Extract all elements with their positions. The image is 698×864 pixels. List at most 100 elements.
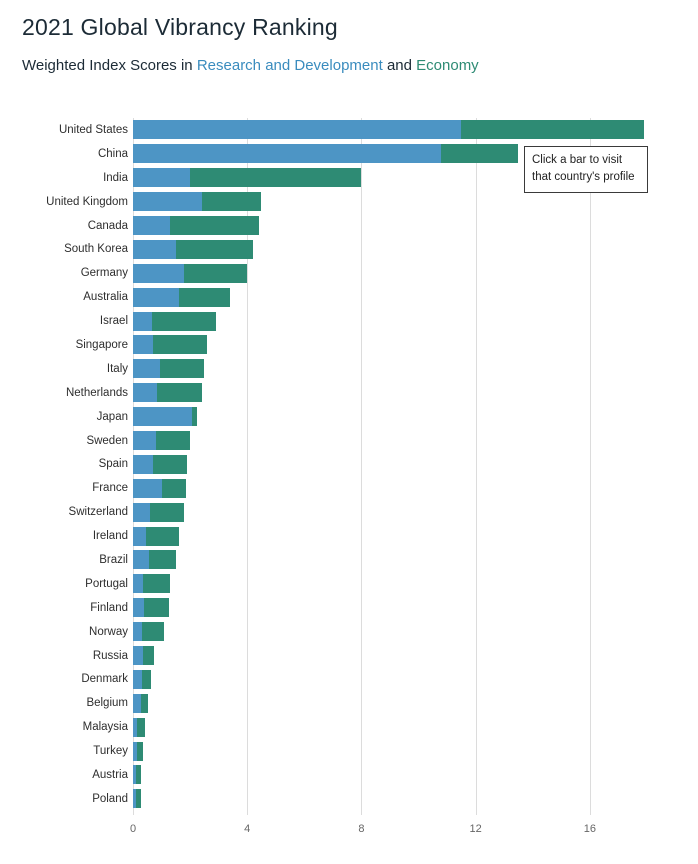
subtitle-link-research-development[interactable]: Research and Development <box>196 57 383 74</box>
bar-segment-research-development[interactable] <box>133 120 462 140</box>
bar-segment-economy[interactable] <box>190 168 362 188</box>
bar-segment-research-development[interactable] <box>133 693 141 713</box>
bar-segment-research-development[interactable] <box>133 526 146 546</box>
bar-segment-research-development[interactable] <box>133 168 191 188</box>
bar-segment-economy[interactable] <box>142 646 155 666</box>
country-bar[interactable] <box>133 526 647 546</box>
bar-segment-economy[interactable] <box>135 765 141 785</box>
country-bar[interactable] <box>133 359 647 379</box>
bar-segment-research-development[interactable] <box>133 263 185 283</box>
country-bar[interactable] <box>133 192 647 212</box>
country-bar[interactable] <box>133 574 647 594</box>
country-bar[interactable] <box>133 431 647 451</box>
country-bar[interactable] <box>133 693 647 713</box>
bar-segment-economy[interactable] <box>152 335 208 355</box>
country-bar[interactable] <box>133 550 647 570</box>
bar-segment-economy[interactable] <box>152 454 188 474</box>
country-bar[interactable] <box>133 622 647 642</box>
country-label: Spain <box>98 458 128 471</box>
bar-track <box>133 359 647 379</box>
bar-segment-economy[interactable] <box>145 526 179 546</box>
country-bar[interactable] <box>133 789 647 809</box>
bar-segment-research-development[interactable] <box>133 646 143 666</box>
bar-segment-economy[interactable] <box>157 383 202 403</box>
bar-segment-economy[interactable] <box>150 502 185 522</box>
bar-segment-economy[interactable] <box>135 789 141 809</box>
bar-segment-research-development[interactable] <box>133 717 138 737</box>
country-bar[interactable] <box>133 239 647 259</box>
bar-segment-economy[interactable] <box>137 717 145 737</box>
country-bar[interactable] <box>133 383 647 403</box>
country-bar[interactable] <box>133 263 647 283</box>
bar-segment-economy[interactable] <box>151 311 216 331</box>
country-bar[interactable] <box>133 765 647 785</box>
bar-segment-research-development[interactable] <box>133 789 136 809</box>
bar-segment-research-development[interactable] <box>133 598 145 618</box>
bar-segment-research-development[interactable] <box>133 192 202 212</box>
country-bar[interactable] <box>133 311 647 331</box>
bar-segment-research-development[interactable] <box>133 359 161 379</box>
bar-segment-research-development[interactable] <box>133 311 152 331</box>
bar-segment-research-development[interactable] <box>133 407 192 427</box>
page: 2021 Global Vibrancy Ranking Weighted In… <box>22 14 648 835</box>
bar-row: Denmark <box>22 667 647 691</box>
subtitle-prefix: Weighted Index Scores in <box>22 57 197 74</box>
bar-segment-research-development[interactable] <box>133 383 158 403</box>
bar-segment-economy[interactable] <box>178 287 231 307</box>
country-bar[interactable] <box>133 168 647 188</box>
bar-segment-economy[interactable] <box>160 359 205 379</box>
bar-segment-research-development[interactable] <box>133 741 138 761</box>
bar-segment-economy[interactable] <box>201 192 262 212</box>
bar-segment-economy[interactable] <box>142 574 171 594</box>
bar-segment-research-development[interactable] <box>133 478 162 498</box>
country-bar[interactable] <box>133 407 647 427</box>
country-bar[interactable] <box>133 646 647 666</box>
bar-segment-research-development[interactable] <box>133 431 156 451</box>
country-bar[interactable] <box>133 478 647 498</box>
bar-segment-economy[interactable] <box>148 550 176 570</box>
bar-segment-economy[interactable] <box>170 216 259 235</box>
country-bar[interactable] <box>133 144 647 164</box>
bar-segment-research-development[interactable] <box>133 622 142 642</box>
bar-segment-economy[interactable] <box>184 263 248 283</box>
bar-segment-research-development[interactable] <box>133 335 153 355</box>
bar-segment-research-development[interactable] <box>133 239 176 259</box>
country-bar[interactable] <box>133 717 647 737</box>
bar-segment-economy[interactable] <box>141 622 165 642</box>
bar-segment-research-development[interactable] <box>133 765 136 785</box>
country-bar[interactable] <box>133 502 647 522</box>
bar-segment-economy[interactable] <box>175 239 253 259</box>
subtitle-link-economy[interactable]: Economy <box>416 57 479 74</box>
bar-segment-economy[interactable] <box>191 407 198 427</box>
bar-segment-economy[interactable] <box>461 120 645 140</box>
bar-segment-research-development[interactable] <box>133 454 153 474</box>
country-label: United States <box>58 123 128 136</box>
bar-segment-economy[interactable] <box>144 598 169 618</box>
bar-segment-economy[interactable] <box>140 693 149 713</box>
country-bar[interactable] <box>133 598 647 618</box>
bar-segment-research-development[interactable] <box>133 550 149 570</box>
bar-segment-economy[interactable] <box>441 144 519 164</box>
country-bar[interactable] <box>133 335 647 355</box>
country-bar[interactable] <box>133 287 647 307</box>
country-bar[interactable] <box>133 741 647 761</box>
country-bar[interactable] <box>133 120 647 140</box>
bar-segment-research-development[interactable] <box>133 502 151 522</box>
bar-segment-economy[interactable] <box>161 478 186 498</box>
bar-segment-economy[interactable] <box>137 741 143 761</box>
country-label: Belgium <box>86 697 128 710</box>
bar-row: Russia <box>22 644 647 668</box>
bar-segment-research-development[interactable] <box>133 144 442 164</box>
country-bar[interactable] <box>133 216 647 235</box>
bar-segment-economy[interactable] <box>155 431 191 451</box>
bar-segment-economy[interactable] <box>141 669 151 689</box>
bar-segment-research-development[interactable] <box>133 669 142 689</box>
gridline <box>247 118 249 815</box>
bar-segment-research-development[interactable] <box>133 216 171 235</box>
bar-row: Netherlands <box>22 381 647 405</box>
country-bar[interactable] <box>133 454 647 474</box>
bar-row: Belgium <box>22 691 647 715</box>
bar-segment-research-development[interactable] <box>133 287 179 307</box>
country-bar[interactable] <box>133 669 647 689</box>
bar-segment-research-development[interactable] <box>133 574 143 594</box>
